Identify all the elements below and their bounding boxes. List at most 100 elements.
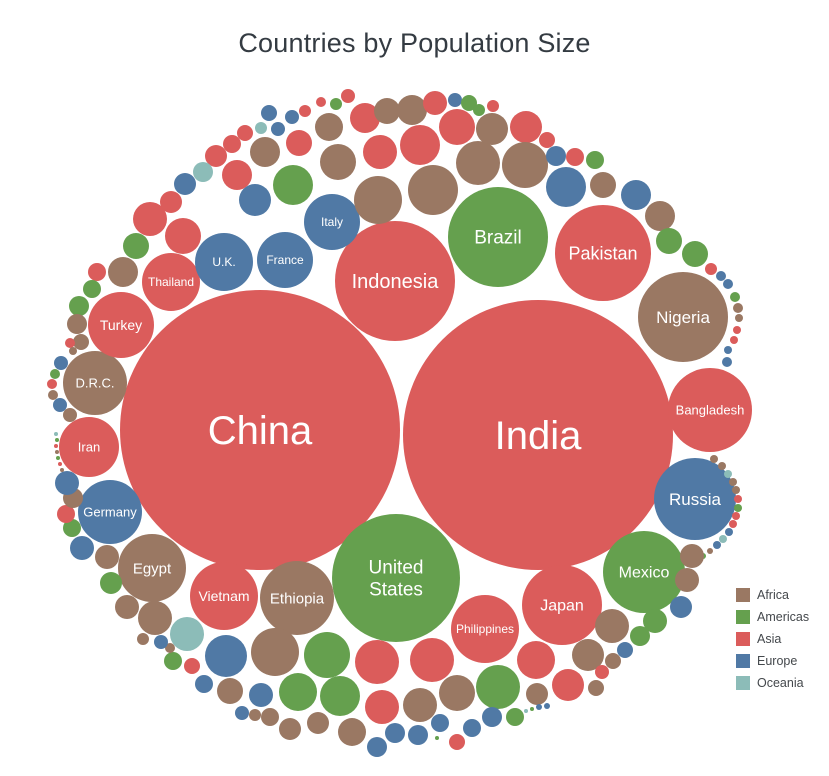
bubble-unlabeled[interactable] [734,504,742,512]
bubble-unlabeled[interactable] [502,142,548,188]
bubble-unlabeled[interactable] [249,709,261,721]
bubble-unlabeled[interactable] [473,104,485,116]
bubble-unlabeled[interactable] [165,218,201,254]
bubble-unlabeled[interactable] [385,723,405,743]
bubble-unlabeled[interactable] [546,167,586,207]
bubble-unlabeled[interactable] [546,146,566,166]
bubble-unlabeled[interactable] [50,369,60,379]
bubble-unlabeled[interactable] [235,706,249,720]
bubble-unlabeled[interactable] [237,125,253,141]
bubble-unlabeled[interactable] [461,95,477,111]
bubble-unlabeled[interactable] [590,172,616,198]
bubble-unlabeled[interactable] [307,712,329,734]
bubble-unlabeled[interactable] [476,113,508,145]
bubble-mexico[interactable]: Mexico [603,531,685,613]
bubble-unlabeled[interactable] [730,292,740,302]
bubble-unlabeled[interactable] [482,707,502,727]
bubble-unlabeled[interactable] [374,98,400,124]
bubble-unlabeled[interactable] [435,736,439,740]
bubble-unlabeled[interactable] [285,110,299,124]
bubble-unlabeled[interactable] [350,103,380,133]
bubble-unlabeled[interactable] [530,707,534,711]
bubble-unlabeled[interactable] [408,725,428,745]
bubble-unlabeled[interactable] [261,708,279,726]
bubble-unlabeled[interactable] [170,617,204,651]
bubble-unlabeled[interactable] [299,105,311,117]
bubble-unlabeled[interactable] [154,635,168,649]
bubble-unlabeled[interactable] [365,690,399,724]
bubble-unlabeled[interactable] [730,336,738,344]
bubble-unlabeled[interactable] [320,676,360,716]
bubble-unlabeled[interactable] [195,675,213,693]
bubble-unlabeled[interactable] [367,737,387,757]
bubble-unlabeled[interactable] [586,151,604,169]
bubble-vietnam[interactable]: Vietnam [190,562,258,630]
bubble-unlabeled[interactable] [54,356,68,370]
bubble-unlabeled[interactable] [431,714,449,732]
bubble-germany[interactable]: Germany [78,480,142,544]
bubble-unlabeled[interactable] [510,111,542,143]
bubble-unlabeled[interactable] [456,141,500,185]
bubble-unlabeled[interactable] [732,486,740,494]
bubble-unlabeled[interactable] [733,326,741,334]
bubble-unlabeled[interactable] [164,652,182,670]
bubble-unlabeled[interactable] [705,263,717,275]
bubble-unlabeled[interactable] [69,296,89,316]
bubble-ethiopia[interactable]: Ethiopia [260,561,334,635]
bubble-unlabeled[interactable] [476,665,520,709]
legend-item-americas[interactable]: Americas [736,606,809,628]
bubble-unlabeled[interactable] [83,280,101,298]
bubble-russia[interactable]: Russia [654,458,736,540]
bubble-indonesia[interactable]: Indonesia [335,221,455,341]
bubble-unlabeled[interactable] [595,665,609,679]
bubble-italy[interactable]: Italy [304,194,360,250]
bubble-unlabeled[interactable] [719,535,727,543]
bubble-unlabeled[interactable] [439,675,475,711]
bubble-unlabeled[interactable] [539,132,555,148]
bubble-unlabeled[interactable] [184,658,200,674]
legend-item-asia[interactable]: Asia [736,628,809,650]
bubble-unlabeled[interactable] [279,673,317,711]
bubble-unlabeled[interactable] [645,201,675,231]
bubble-unlabeled[interactable] [223,135,241,153]
bubble-unlabeled[interactable] [734,495,742,503]
bubble-unlabeled[interactable] [250,137,280,167]
bubble-unlabeled[interactable] [341,89,355,103]
bubble-brazil[interactable]: Brazil [448,187,548,287]
bubble-unlabeled[interactable] [338,718,366,746]
bubble-unlabeled[interactable] [439,109,475,145]
bubble-unlabeled[interactable] [716,271,726,281]
bubble-unlabeled[interactable] [70,536,94,560]
bubble-unlabeled[interactable] [95,545,119,569]
bubble-unlabeled[interactable] [100,572,122,594]
bubble-unlabeled[interactable] [617,642,633,658]
bubble-unlabeled[interactable] [205,635,247,677]
bubble-unlabeled[interactable] [724,346,732,354]
bubble-unlabeled[interactable] [526,683,548,705]
bubble-unlabeled[interactable] [403,688,437,722]
bubble-unlabeled[interactable] [249,683,273,707]
bubble-unlabeled[interactable] [463,719,481,737]
bubble-unlabeled[interactable] [400,125,440,165]
bubble-thailand[interactable]: Thailand [142,253,200,311]
bubble-unlabeled[interactable] [133,202,167,236]
bubble-turkey[interactable]: Turkey [88,292,154,358]
bubble-unlabeled[interactable] [733,303,743,313]
bubble-unlabeled[interactable] [724,470,732,478]
bubble-unlabeled[interactable] [55,450,59,454]
bubble-unlabeled[interactable] [729,520,737,528]
bubble-unlabeled[interactable] [54,444,58,448]
bubble-unlabeled[interactable] [165,643,175,653]
bubble-unlabeled[interactable] [410,638,454,682]
bubble-unlabeled[interactable] [605,653,621,669]
bubble-unlabeled[interactable] [205,145,227,167]
bubble-unlabeled[interactable] [160,191,182,213]
bubble-unlabeled[interactable] [735,314,743,322]
bubble-unlabeled[interactable] [566,148,584,166]
bubble-unlabeled[interactable] [217,678,243,704]
bubble-unlabeled[interactable] [286,130,312,156]
bubble-unlabeled[interactable] [69,347,77,355]
bubble-unlabeled[interactable] [193,162,213,182]
bubble-unlabeled[interactable] [718,462,726,470]
bubble-unlabeled[interactable] [63,408,77,422]
